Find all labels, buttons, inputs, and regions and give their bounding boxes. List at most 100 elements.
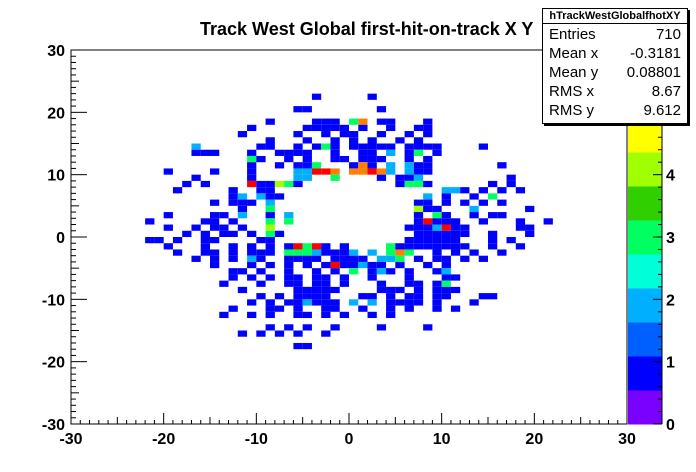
- palette-tick-label: 1: [666, 355, 675, 372]
- heatmap-cell: [367, 162, 377, 169]
- heatmap-cell: [237, 199, 248, 206]
- heatmap-cell: [413, 224, 424, 231]
- heatmap-cell: [367, 261, 377, 269]
- heatmap-cell: [367, 268, 377, 275]
- heatmap-cell: [525, 205, 535, 213]
- heatmap-cell: [210, 224, 220, 231]
- heatmap-cell: [182, 230, 192, 237]
- heatmap-cell: [488, 293, 498, 300]
- heatmap-cell: [358, 118, 368, 125]
- heatmap-cell: [200, 243, 210, 250]
- heatmap-cell: [469, 212, 479, 219]
- heatmap-cell: [358, 155, 368, 163]
- stats-value: 0.08801: [626, 64, 681, 81]
- heatmap-cell: [441, 293, 451, 300]
- heatmap-cell: [413, 168, 424, 175]
- heatmap-cell: [395, 249, 405, 256]
- heatmap-cell: [432, 255, 442, 262]
- heatmap-cell: [228, 305, 238, 312]
- heatmap-cell: [330, 286, 340, 294]
- stats-key: RMS y: [549, 102, 594, 119]
- heatmap-cell: [228, 243, 238, 250]
- y-tick-label: 30: [47, 43, 65, 60]
- heatmap-cell: [376, 324, 387, 331]
- heatmap-cell: [237, 330, 248, 337]
- heatmap-cell: [284, 249, 294, 256]
- palette-swatch: [628, 186, 662, 221]
- heatmap-cell: [219, 212, 229, 219]
- heatmap-cell: [219, 311, 229, 319]
- heatmap-cell: [441, 237, 451, 244]
- heatmap-cell: [302, 249, 312, 256]
- heatmap-cell: [339, 261, 349, 269]
- heatmap-cell: [330, 324, 340, 331]
- heatmap-cell: [432, 293, 442, 300]
- heatmap-cell: [441, 224, 451, 231]
- heatmap-cell: [339, 311, 349, 319]
- heatmap-cell: [367, 293, 377, 300]
- heatmap-cell: [265, 237, 275, 244]
- heatmap-cell: [515, 187, 526, 194]
- heatmap-cell: [395, 243, 405, 250]
- heatmap-cell: [321, 330, 331, 337]
- heatmap-cell: [293, 311, 303, 319]
- heatmap-cell: [386, 311, 396, 319]
- heatmap-cell: [386, 124, 396, 132]
- heatmap-cell: [432, 286, 442, 294]
- heatmap-cell: [349, 137, 359, 144]
- heatmap-cell: [395, 255, 405, 262]
- heatmap-cell: [191, 224, 201, 231]
- heatmap-cell: [404, 299, 414, 306]
- heatmap-cell: [219, 230, 229, 237]
- heatmap-cell: [256, 237, 266, 244]
- heatmap-cell: [386, 162, 396, 169]
- heatmap-cell: [497, 212, 507, 219]
- heatmap-cell: [228, 218, 238, 225]
- heatmap-cell: [386, 149, 396, 156]
- heatmap-cell: [256, 255, 266, 262]
- heatmap-cell: [284, 255, 294, 262]
- heatmap-cell: [450, 237, 461, 244]
- heatmap-cell: [423, 324, 433, 331]
- heatmap-cell: [460, 199, 470, 206]
- heatmap-cell: [441, 274, 451, 281]
- palette-swatch: [628, 322, 662, 357]
- heatmap-cell: [274, 230, 285, 237]
- heatmap-cell: [256, 280, 266, 287]
- palette-swatch: [628, 288, 662, 323]
- palette-tick-label: 0: [666, 417, 675, 434]
- heatmap-cell: [321, 274, 331, 281]
- heatmap-cell: [460, 187, 470, 194]
- stats-key: Mean y: [549, 64, 599, 81]
- heatmap-cell: [330, 137, 340, 144]
- x-tick-label: 20: [525, 431, 543, 448]
- heatmap-cell: [404, 168, 414, 175]
- heatmap-cell: [376, 286, 387, 294]
- heatmap-cell: [478, 218, 488, 225]
- heatmap-cell: [413, 280, 424, 287]
- heatmap-cell: [349, 162, 359, 169]
- heatmap-cell: [358, 162, 368, 169]
- heatmap-cell: [321, 293, 331, 300]
- heatmap-cell: [413, 149, 424, 156]
- heatmap-cells: [145, 93, 553, 350]
- heatmap-cell: [386, 286, 396, 294]
- heatmap-cell: [506, 174, 516, 181]
- heatmap-cell: [210, 199, 220, 206]
- heatmap-cell: [488, 243, 498, 250]
- heatmap-cell: [311, 162, 322, 169]
- heatmap-cell: [247, 255, 257, 262]
- heatmap-cell: [432, 268, 442, 275]
- heatmap-cell: [321, 286, 331, 294]
- heatmap-cell: [293, 168, 303, 175]
- chart-title: Track West Global first-hit-on-track X Y: [200, 19, 534, 39]
- heatmap-cell: [404, 280, 414, 287]
- heatmap-cell: [367, 137, 377, 144]
- palette-tick-label: 4: [666, 168, 675, 185]
- heatmap-cell: [284, 218, 294, 225]
- heatmap-cell: [404, 268, 414, 275]
- heatmap-cell: [376, 280, 387, 287]
- heatmap-cell: [321, 124, 331, 132]
- heatmap-cell: [386, 305, 396, 312]
